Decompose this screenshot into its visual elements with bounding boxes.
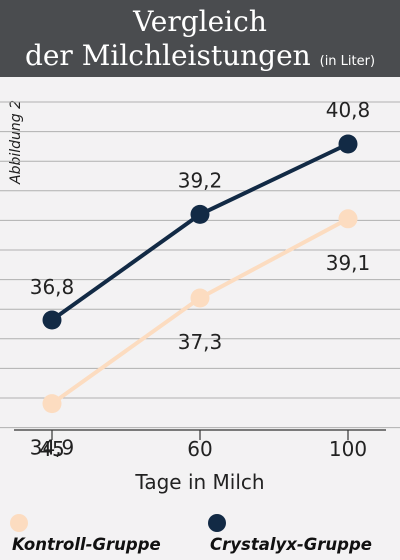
data-label-crystalyx: 40,8	[326, 98, 371, 122]
data-point-crystalyx	[42, 310, 62, 330]
data-point-crystalyx	[190, 204, 210, 224]
data-label-kontroll: 39,1	[326, 251, 371, 275]
chart-unit-label: (in Liter)	[319, 54, 376, 69]
data-label-crystalyx: 39,2	[178, 168, 223, 192]
line-chart: 45 60 100 34,9 37,3 39,1 36,8 39,2 40,8	[0, 98, 400, 461]
legend-swatch-crystalyx	[208, 514, 226, 532]
data-point-crystalyx	[338, 134, 358, 154]
chart-title-line1: Vergleich	[133, 5, 267, 38]
data-point-kontroll	[190, 288, 210, 308]
data-label-kontroll: 37,3	[178, 330, 223, 354]
legend-label-kontroll: Kontroll-Gruppe	[12, 535, 161, 554]
chart-title-line2-text: der Milchleistungen	[24, 39, 311, 72]
legend-swatch-kontroll	[10, 514, 28, 532]
chart-header: Vergleich der Milchleistungen (in Liter)	[0, 0, 400, 77]
x-axis-label: Tage in Milch	[135, 470, 265, 494]
x-tick-label: 45	[39, 437, 64, 461]
data-point-kontroll	[42, 394, 62, 414]
data-label-kontroll: 34,9	[30, 436, 75, 460]
legend-label-crystalyx: Crystalyx-Gruppe	[210, 535, 372, 554]
data-point-kontroll	[338, 209, 358, 229]
series-line-kontroll	[50, 217, 349, 406]
x-tick-label: 100	[329, 437, 367, 461]
chart-title-line2: der Milchleistungen (in Liter)	[0, 40, 400, 78]
data-label-crystalyx: 36,8	[30, 275, 75, 299]
x-tick-label: 60	[187, 437, 212, 461]
